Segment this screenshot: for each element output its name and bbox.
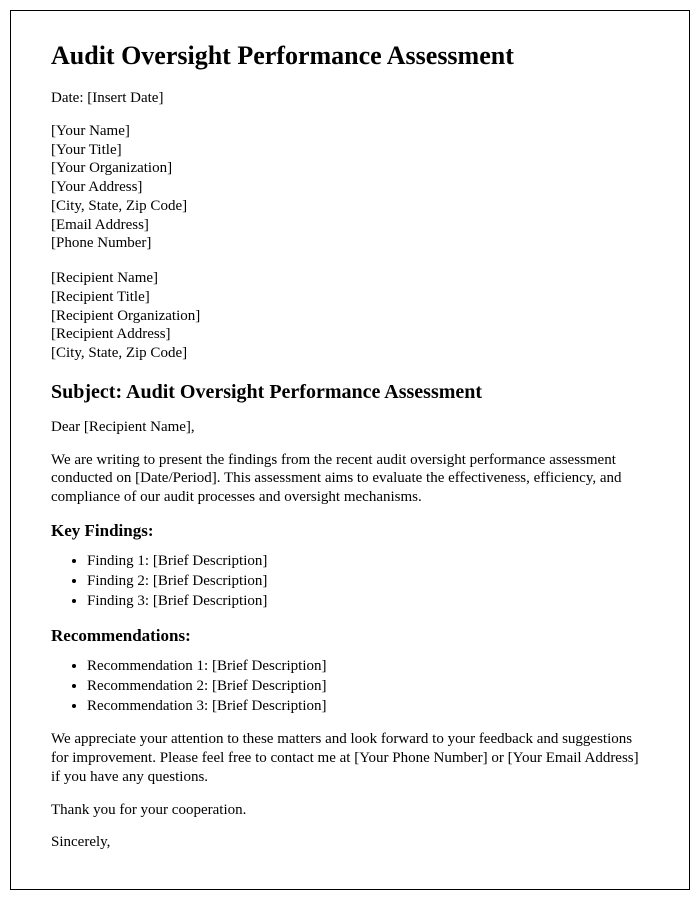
thank-you: Thank you for your cooperation. [51,801,649,820]
list-item: Finding 1: [Brief Description] [87,551,649,571]
sender-email: [Email Address] [51,216,649,235]
closing-paragraph: We appreciate your attention to these ma… [51,730,649,786]
findings-heading: Key Findings: [51,521,649,541]
findings-list: Finding 1: [Brief Description] Finding 2… [87,551,649,612]
date-line: Date: [Insert Date] [51,89,649,108]
recipient-address: [Recipient Address] [51,325,649,344]
list-item: Recommendation 1: [Brief Description] [87,656,649,676]
sender-block: [Your Name] [Your Title] [Your Organizat… [51,122,649,253]
list-item: Finding 2: [Brief Description] [87,571,649,591]
sender-city-state-zip: [City, State, Zip Code] [51,197,649,216]
list-item: Recommendation 2: [Brief Description] [87,676,649,696]
sender-phone: [Phone Number] [51,234,649,253]
list-item: Finding 3: [Brief Description] [87,591,649,611]
document-page: Audit Oversight Performance Assessment D… [10,10,690,890]
recommendations-list: Recommendation 1: [Brief Description] Re… [87,656,649,717]
sender-address: [Your Address] [51,178,649,197]
recipient-title: [Recipient Title] [51,288,649,307]
sender-title: [Your Title] [51,141,649,160]
recommendations-heading: Recommendations: [51,626,649,646]
recipient-organization: [Recipient Organization] [51,307,649,326]
signoff: Sincerely, [51,833,649,852]
intro-paragraph: We are writing to present the findings f… [51,451,649,507]
sender-organization: [Your Organization] [51,159,649,178]
recipient-block: [Recipient Name] [Recipient Title] [Reci… [51,269,649,363]
subject-line: Subject: Audit Oversight Performance Ass… [51,381,649,404]
page-title: Audit Oversight Performance Assessment [51,41,649,71]
sender-name: [Your Name] [51,122,649,141]
list-item: Recommendation 3: [Brief Description] [87,696,649,716]
recipient-city-state-zip: [City, State, Zip Code] [51,344,649,363]
salutation: Dear [Recipient Name], [51,418,649,437]
recipient-name: [Recipient Name] [51,269,649,288]
